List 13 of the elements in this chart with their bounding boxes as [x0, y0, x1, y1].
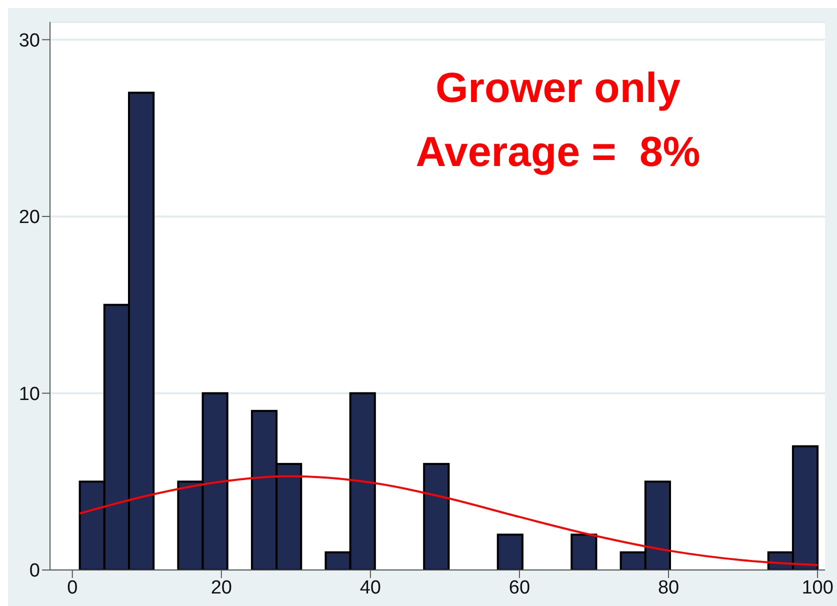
- x-tick-label: 0: [67, 577, 78, 598]
- y-tick-label: 30: [18, 30, 40, 52]
- y-tick-label: 20: [18, 207, 40, 228]
- y-tick-label: 0: [29, 560, 40, 582]
- x-tick-label: 100: [802, 577, 834, 598]
- x-tick-label: 40: [360, 577, 382, 598]
- line-series: [78, 475, 819, 566]
- y-tick-label: 10: [18, 384, 40, 405]
- x-tick-label: 80: [658, 577, 680, 598]
- annotation: Average = 8%: [414, 127, 702, 177]
- x-tick-label: 20: [210, 577, 232, 598]
- annotation: Grower only: [434, 63, 682, 113]
- x-tick-label: 60: [508, 577, 530, 598]
